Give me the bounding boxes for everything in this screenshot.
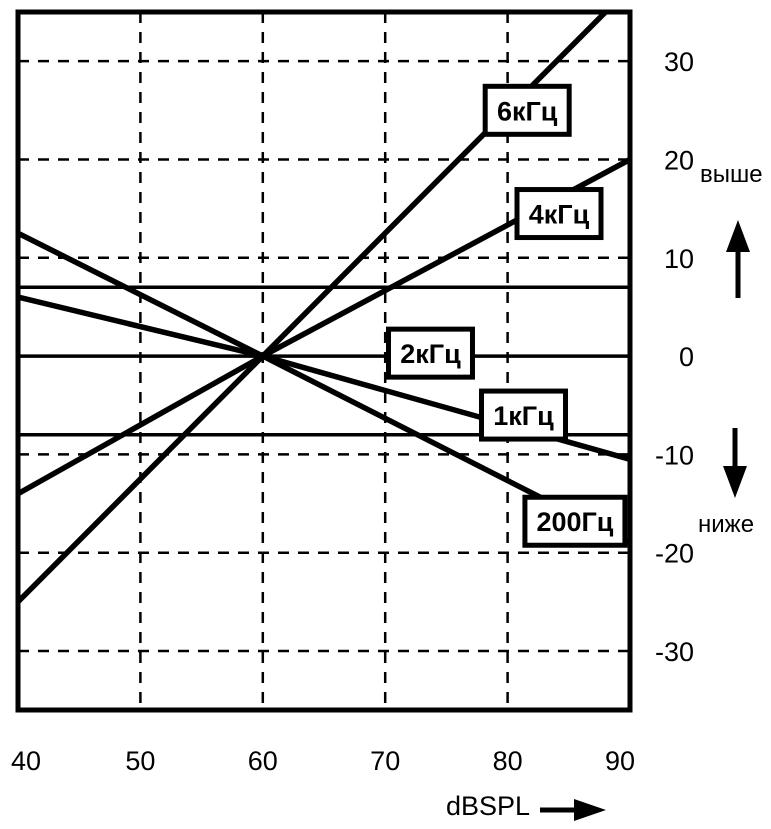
y-tick-label: 0 [679, 342, 694, 372]
series-line [18, 230, 630, 546]
series-label: 6кГц [482, 83, 572, 137]
svg-text:2кГц: 2кГц [400, 339, 461, 369]
plot-frame [15, 9, 633, 713]
x-tick-label: 40 [11, 746, 41, 776]
y-tick-label: 20 [664, 145, 694, 175]
x-tick-labels: 40 50 60 70 80 90 [11, 746, 635, 776]
y-tick-label: -20 [655, 539, 694, 569]
x-tick-label: 60 [248, 746, 278, 776]
x-tick-label: 50 [125, 746, 155, 776]
series-label: 2кГц [385, 326, 475, 380]
y-tick-label: -30 [655, 637, 694, 667]
x-tick-label: 70 [370, 746, 400, 776]
x-axis-label: dBSPL [446, 791, 530, 821]
svg-text:6кГц: 6кГц [497, 96, 558, 126]
series-label: 200Гц [522, 494, 628, 548]
x-tick-label: 90 [605, 746, 635, 776]
y-tick-labels: 30 20 10 0 -10 -20 -30 [655, 47, 694, 667]
svg-text:4кГц: 4кГц [529, 200, 590, 230]
svg-text:200Гц: 200Гц [536, 507, 613, 537]
series-label: 4кГц [514, 187, 604, 241]
up-label: выше [700, 161, 763, 188]
down-arrow-icon [723, 428, 747, 498]
y-tick-label: 10 [664, 244, 694, 274]
y-tick-label: -10 [655, 440, 694, 470]
down-label: ниже [698, 511, 754, 538]
svg-text:1кГц: 1кГц [493, 401, 554, 431]
up-arrow-icon [726, 220, 750, 298]
x-tick-label: 80 [493, 746, 523, 776]
series-labels: 6кГц 4кГц 2кГц 1кГц 200Гц [385, 83, 628, 548]
right-arrow-icon [540, 799, 606, 821]
y-tick-label: 30 [664, 47, 694, 77]
series-label: 1кГц [479, 388, 569, 442]
series-lines [18, 12, 630, 604]
